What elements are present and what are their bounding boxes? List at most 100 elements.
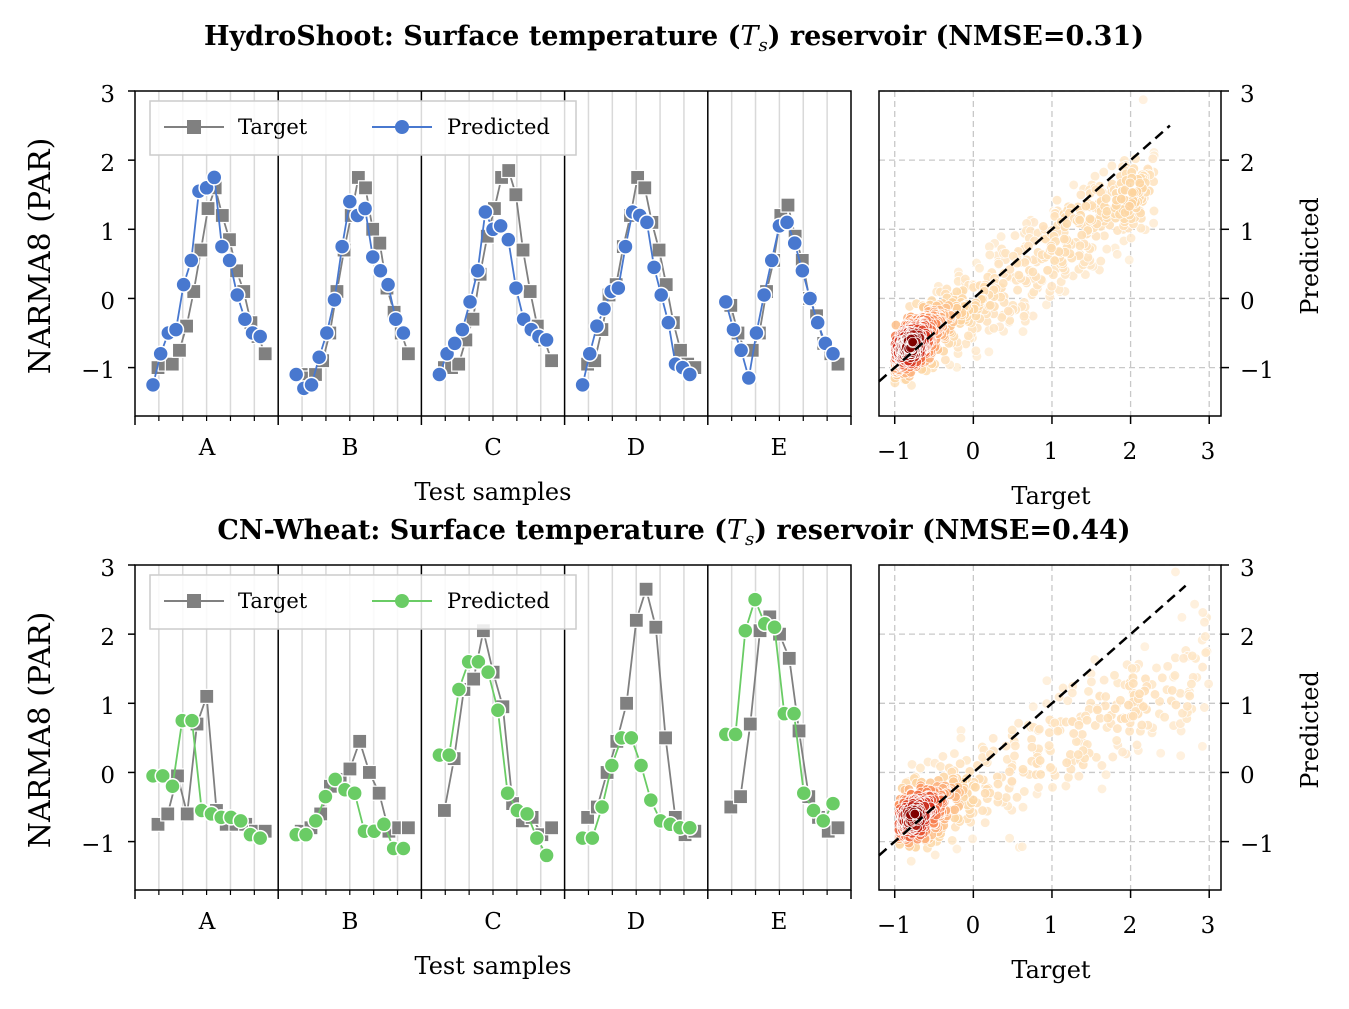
target-marker xyxy=(522,283,538,300)
target-marker xyxy=(164,356,180,372)
scatter-point xyxy=(1092,704,1103,715)
scatter-point xyxy=(1125,232,1137,244)
x-axis-label: Test samples xyxy=(415,478,572,506)
scatter-point xyxy=(1009,230,1021,241)
legend-target-label: Target xyxy=(238,115,308,139)
predicted-marker xyxy=(574,376,591,394)
target-marker xyxy=(199,688,215,704)
target-marker xyxy=(742,716,758,732)
scatter-point xyxy=(984,249,995,261)
scatter-point xyxy=(1073,720,1085,731)
x-tick-label: 0 xyxy=(966,439,981,465)
predicted-marker xyxy=(801,290,819,307)
predicted-marker xyxy=(461,293,479,311)
target-marker xyxy=(780,197,796,213)
scatter-point xyxy=(906,856,917,867)
scatter-point xyxy=(1128,710,1139,722)
scatter-point xyxy=(1189,599,1200,610)
scatter-point xyxy=(1068,728,1079,739)
scatter-point xyxy=(951,843,963,855)
predicted-marker xyxy=(652,286,670,304)
target-marker xyxy=(781,650,797,666)
scatter-point xyxy=(1017,802,1029,813)
scatter-point xyxy=(1013,270,1024,281)
scatter-point xyxy=(1149,689,1161,700)
predicted-marker xyxy=(251,829,269,847)
scatter-point xyxy=(1199,617,1210,628)
predicted-marker xyxy=(632,757,650,774)
predicted-marker xyxy=(341,193,359,210)
predicted-marker xyxy=(395,840,412,857)
predicted-marker xyxy=(492,217,509,235)
target-series-line xyxy=(444,168,553,369)
scatter-point xyxy=(1176,612,1188,623)
plot-frame xyxy=(878,564,1222,891)
category-label: B xyxy=(342,435,359,461)
y-tick-label: 1 xyxy=(1240,220,1255,246)
predicted-marker xyxy=(638,214,656,231)
category-label: C xyxy=(484,909,502,935)
scatter-point xyxy=(1086,676,1097,687)
target-marker xyxy=(618,695,635,711)
predicted-marker xyxy=(581,345,598,363)
scatter-plot-top: −1 0 1 2 3 3 2 1 0 −1 Target Predicted xyxy=(877,82,1324,510)
scatter-point xyxy=(1027,266,1038,278)
x-tick-label: 3 xyxy=(1201,913,1216,939)
target-marker xyxy=(179,806,195,822)
target-marker xyxy=(637,180,653,196)
scatter-point xyxy=(1159,712,1170,723)
scatter-point xyxy=(1061,218,1072,229)
predicted-marker xyxy=(175,276,192,293)
scatter-point xyxy=(1197,607,1208,618)
scatter-point xyxy=(1167,685,1178,696)
scatter-point xyxy=(1131,739,1143,751)
predicted-marker xyxy=(778,214,796,231)
scatter-point xyxy=(1100,769,1112,780)
scatter-point xyxy=(1175,750,1186,761)
predicted-marker xyxy=(454,321,471,338)
x-tick-label: −1 xyxy=(877,439,911,465)
target-marker xyxy=(732,789,749,805)
scatter-point xyxy=(1095,255,1106,267)
predicted-marker xyxy=(538,331,555,349)
predicted-marker xyxy=(333,238,351,255)
y-axis-label-top: NARMA8 (PAR) xyxy=(23,138,58,375)
scatter-point xyxy=(963,330,974,341)
scatter-point xyxy=(970,782,981,793)
axis-ticks xyxy=(128,564,852,899)
y-tick-label: 1 xyxy=(100,694,115,720)
predicted-marker xyxy=(805,802,822,819)
scatter-point xyxy=(1111,735,1122,746)
target-marker xyxy=(193,242,209,258)
line-plot-bottom: 3 2 1 0 −1 A B C D E Test samples Target… xyxy=(81,556,852,980)
scatter-point xyxy=(1089,171,1101,182)
target-series-line xyxy=(587,175,696,369)
scatter-point xyxy=(1077,729,1088,740)
scatter-point xyxy=(1081,715,1093,726)
scatter-point xyxy=(1073,771,1085,782)
series-lines xyxy=(144,162,846,397)
y-tick-label: −1 xyxy=(1240,832,1274,858)
scatter-point xyxy=(985,300,996,311)
scatter-point xyxy=(1199,702,1210,713)
predicted-marker xyxy=(206,169,223,186)
predicted-marker xyxy=(528,829,546,847)
scatter-point xyxy=(1182,701,1193,712)
scatter-point xyxy=(988,733,999,744)
y-tick-label: 1 xyxy=(100,220,115,246)
predicted-marker xyxy=(287,366,305,383)
target-marker xyxy=(361,764,378,781)
scatter-point xyxy=(1074,214,1085,226)
target-marker xyxy=(357,180,374,196)
y-tick-label: 3 xyxy=(1240,556,1255,582)
target-marker xyxy=(672,342,689,358)
predicted-marker xyxy=(809,314,826,331)
axis-ticks xyxy=(128,90,852,425)
scatter-point xyxy=(1123,699,1134,711)
scatter-point xyxy=(1127,663,1138,674)
predicted-marker xyxy=(450,681,468,698)
y-tick-label: 3 xyxy=(100,556,115,582)
predicted-marker xyxy=(642,791,660,809)
scatter-point xyxy=(1098,166,1109,178)
y-tick-label: 3 xyxy=(100,82,115,108)
